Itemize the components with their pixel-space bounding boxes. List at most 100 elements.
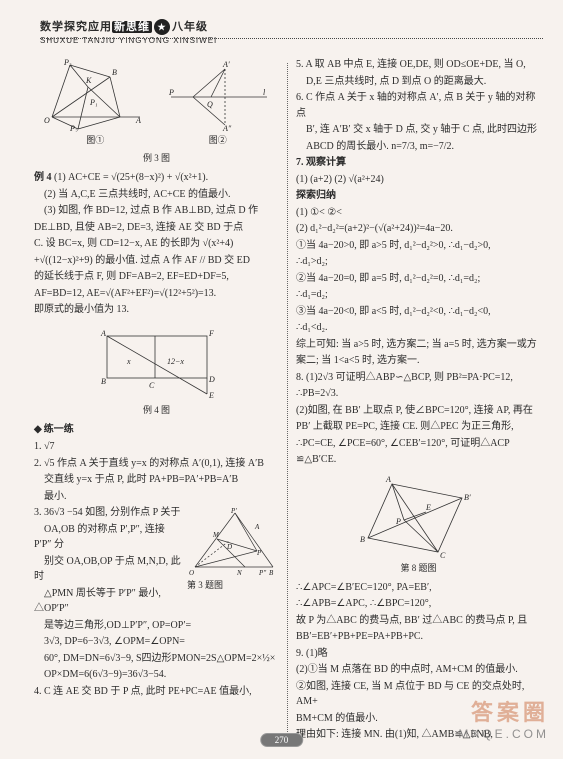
svg-text:A′: A′	[222, 60, 230, 69]
q8-f: ≌△B′CE.	[296, 452, 541, 468]
q8-j: BB′=EB′+PB+PE=PA+PB+PC.	[296, 629, 541, 645]
q3-e: 是等边三角形,OD⊥P′P″, OP=OP′=	[34, 618, 279, 634]
q5-b: D,E 三点共线时, 点 D 到点 O 的距离最大.	[296, 74, 541, 90]
q8-h: ∴∠APB=∠APC, ∴∠BPC=120°,	[296, 596, 541, 612]
svg-text:B: B	[360, 535, 365, 544]
header-dotline	[40, 38, 543, 39]
svg-text:Q: Q	[207, 100, 213, 109]
q3-h: OP×DM=6(6√3−9)=36√3−54.	[34, 667, 279, 683]
q7-head: 7. 观察计算	[296, 155, 541, 171]
svg-text:B: B	[101, 377, 106, 386]
svg-text:K: K	[85, 76, 92, 85]
q7-10: 综上可知: 当 a>5 时, 选方案二; 当 a=5 时, 选方案一或方	[296, 337, 541, 353]
q8-fig-sub: 第 8 题图	[296, 562, 541, 576]
svg-text:A: A	[100, 329, 106, 338]
svg-text:M: M	[212, 531, 220, 539]
q8-g: ∴∠APC=∠B′EC=120°, PA=EB′,	[296, 580, 541, 596]
figure-ex4: A B C D E F x 12−x 例 4 图	[34, 322, 279, 418]
svg-text:A: A	[254, 523, 260, 531]
svg-text:l: l	[263, 88, 266, 97]
ex4-line-1: 例 4 (1) AC+CE = √(25+(8−x)²) + √(x²+1).	[34, 170, 279, 186]
watermark-line1: 答案圈	[458, 695, 549, 727]
q7-2: (1) ①< ②<	[296, 205, 541, 221]
ex4-line-5: C. 设 BC=x, 则 CD=12−x, AE 的长即为 √(x²+4)	[34, 236, 279, 252]
star-icon: ★	[154, 19, 170, 35]
svg-text:P₁: P₁	[89, 98, 98, 107]
title-box: 新思维	[112, 21, 152, 33]
svg-text:O: O	[44, 116, 50, 125]
left-column: P₃ K B P₁ O P₂ A 图①	[34, 57, 279, 743]
page-number: 270	[260, 733, 304, 747]
column-divider	[287, 63, 288, 743]
svg-text:P″: P″	[258, 569, 266, 577]
ex3-fig2-svg: A′ P Q l A″	[163, 57, 273, 132]
q6-b: B′, 连 A′B′ 交 x 轴于 D 点, 交 y 轴于 C 点, 此时四边形	[296, 122, 541, 138]
ex4-line-6: +√((12−x)²+9) 的最小值. 过点 A 作 AF // BD 交 ED	[34, 253, 279, 269]
svg-text:x: x	[126, 357, 131, 366]
ex4-line-4: DE⊥BD, 且使 AB=2, DE=3, 连接 AE 交 BD 于点	[34, 220, 279, 236]
q3-fig-sub: 第 3 题图	[187, 579, 279, 593]
q3-g: 60°, DM=DN=6√3−9, S四边形PMON=2S△OPM=2×½×	[34, 651, 279, 667]
q5-a: 5. A 取 AB 中点 E, 连接 OE,DE, 则 OD≤OE+DE, 当 …	[296, 57, 541, 73]
svg-text:A: A	[385, 475, 391, 484]
figure-2: A′ P Q l A″ 图②	[163, 57, 273, 148]
q3-f: 3√3, DP=6−3√3, ∠OPM=∠OPN=	[34, 634, 279, 650]
figure-1: P₃ K B P₁ O P₂ A 图①	[40, 57, 150, 148]
svg-text:N: N	[236, 569, 242, 577]
svg-text:C: C	[440, 551, 446, 560]
ex4-line-9: 即原式的最小值为 13.	[34, 302, 279, 318]
q3-block: P′ A M D O N P B P″ 第 3 题图 3. 36√3 −54 如…	[34, 505, 279, 651]
page-header: 数学探究应用新思维★八年级 SHUXUE TANJIU YINGYONG XIN…	[0, 0, 563, 47]
q8-a: 8. (1)2√3 可证明△ABP∽△BCP, 则 PB²=PA·PC=12,	[296, 370, 541, 386]
svg-text:F: F	[208, 329, 214, 338]
watermark: 答案圈 MXQE.COM	[458, 695, 549, 741]
figure-row-ex3: P₃ K B P₁ O P₂ A 图①	[34, 57, 279, 148]
q3-svg: P′ A M D O N P B P″	[187, 505, 279, 577]
header-title-cn: 数学探究应用新思维★八年级	[40, 18, 563, 35]
q7-5: ∴d₁>d₂;	[296, 254, 541, 270]
q8-svg: A B′ P E B C	[354, 472, 484, 560]
q7-3: (2) d₁²−d₂²=(a+2)²−(√(a²+24))²=4a−20.	[296, 221, 541, 237]
title-post: 八年级	[172, 21, 208, 33]
q8-e: ∴PC=CE, ∠PCE=60°, ∠CEB′=120°, 可证明△ACP	[296, 436, 541, 452]
q7-8: ③当 4a−20<0, 即 a<5 时, d₁²−d₂²<0, ∴d₁−d₂<0…	[296, 304, 541, 320]
svg-text:P: P	[256, 549, 262, 557]
q2-b: 交直线 y=x 于点 P, 此时 PA+PB=PA′+PB=A′B	[34, 472, 279, 488]
lianyilian-head: 练一练	[34, 422, 279, 438]
svg-text:P₃: P₃	[63, 58, 72, 67]
q1: 1. √7	[34, 439, 279, 455]
fig2-sub: 图②	[163, 134, 273, 148]
svg-text:B: B	[269, 569, 274, 577]
q8-b: ∴PB=2√3.	[296, 386, 541, 402]
q8-i: 故 P 为△ABC 的费马点, BB′ 过△ABC 的费马点 P, 且	[296, 613, 541, 629]
ex4-text-1: (1) AC+CE = √(25+(8−x)²) + √(x²+1).	[54, 172, 208, 183]
q7-9: ∴d₁<d₂.	[296, 320, 541, 336]
q7-4: ①当 4a−20>0, 即 a>5 时, d₁²−d₂²>0, ∴d₁−d₂>0…	[296, 238, 541, 254]
ex4-line-8: AF=BD=12, AE=√(AF²+EF²)=√(12²+5²)=13.	[34, 286, 279, 302]
q7-6: ②当 4a−20=0, 即 a=5 时, d₁²−d₂²=0, ∴d₁=d₂;	[296, 271, 541, 287]
ex3-fig1-svg: P₃ K B P₁ O P₂ A	[40, 57, 150, 132]
svg-text:P′: P′	[230, 507, 237, 515]
svg-text:P₂: P₂	[69, 124, 78, 132]
q6-c: ABCD 的周长最小. n=7/3, m=−7/2.	[296, 139, 541, 155]
ex4-line-7: 的延长线于点 F, 则 DF=AB=2, EF=ED+DF=5,	[34, 269, 279, 285]
svg-text:D: D	[226, 543, 232, 551]
q8-c: (2)如图, 在 BB′ 上取点 P, 使∠BPC=120°, 连接 AP, 再…	[296, 403, 541, 419]
svg-text:B′: B′	[464, 493, 471, 502]
svg-text:P: P	[168, 88, 174, 97]
watermark-line2: MXQE.COM	[458, 727, 549, 741]
svg-text:O: O	[189, 569, 194, 577]
q7-11: 案二; 当 1<a<5 时, 选方案一.	[296, 353, 541, 369]
svg-text:B: B	[112, 68, 117, 77]
ex4-fig-sub: 例 4 图	[34, 404, 279, 418]
ex3-caption: 例 3 图	[34, 152, 279, 166]
q7-head2: 探索归纳	[296, 188, 541, 204]
q2-c: 最小.	[34, 489, 279, 505]
figure-q8: A B′ P E B C 第 8 题图	[296, 472, 541, 576]
q9-b: (2)①当 M 点落在 BD 的中点时, AM+CM 的值最小.	[296, 662, 541, 678]
title-pre: 数学探究应用	[40, 21, 112, 33]
svg-text:P: P	[395, 517, 401, 526]
ex4-line-2: (2) 当 A,C,E 三点共线时, AC+CE 的值最小.	[34, 187, 279, 203]
fig1-sub: 图①	[40, 134, 150, 148]
svg-text:A: A	[135, 116, 141, 125]
